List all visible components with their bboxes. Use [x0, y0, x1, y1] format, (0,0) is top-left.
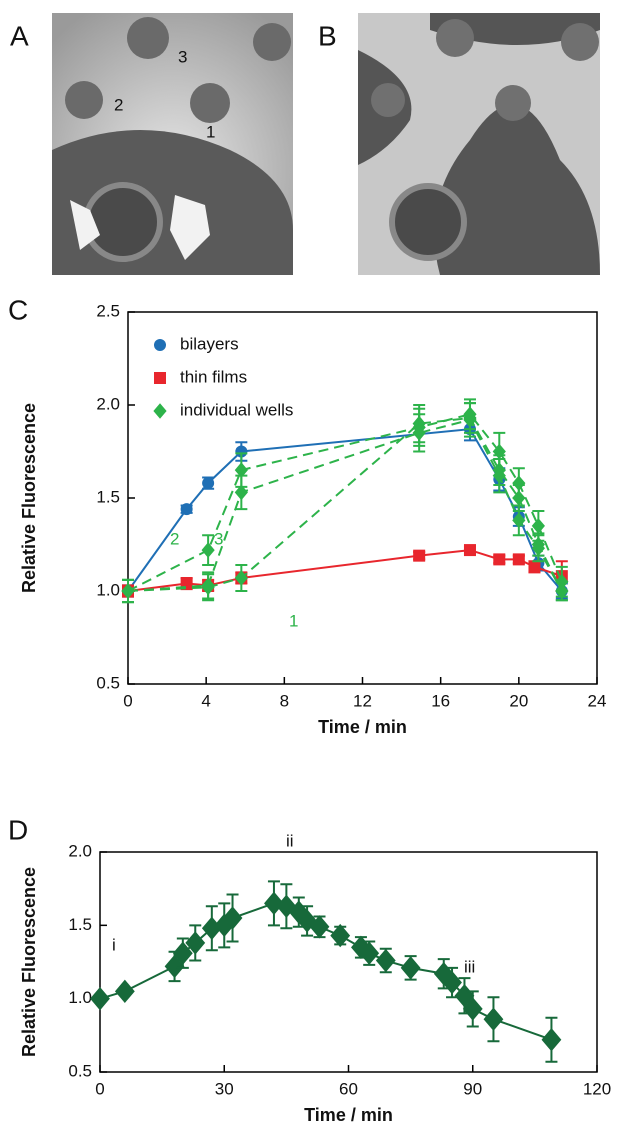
- marker: [413, 549, 426, 562]
- line-label: 1: [289, 611, 298, 630]
- y-tick-label: 1.5: [96, 487, 120, 506]
- marker: [202, 477, 215, 490]
- y-tick-label: 2.5: [96, 301, 120, 320]
- marker: [359, 941, 380, 965]
- y-tick-label: 2.0: [68, 841, 92, 860]
- marker: [531, 540, 545, 557]
- marker: [309, 915, 330, 939]
- x-tick-label: 60: [339, 1079, 358, 1098]
- marker: [154, 372, 166, 384]
- x-tick-label: 4: [201, 691, 210, 710]
- marker: [454, 984, 475, 1008]
- marker: [433, 962, 454, 986]
- x-tick-label: 90: [463, 1079, 482, 1098]
- marker: [528, 560, 541, 573]
- marker: [412, 425, 426, 441]
- marker: [222, 906, 243, 930]
- x-tick-label: 8: [280, 691, 289, 710]
- well-label: 3: [178, 47, 187, 66]
- marker: [555, 583, 569, 599]
- marker: [172, 941, 193, 965]
- marker: [330, 923, 351, 948]
- marker: [201, 542, 215, 558]
- marker: [531, 518, 545, 534]
- marker: [153, 403, 167, 419]
- marker: [264, 891, 284, 916]
- well-label: 2: [114, 95, 123, 114]
- x-tick-label: 30: [215, 1079, 234, 1098]
- x-tick-label: 0: [123, 691, 132, 710]
- annotation: ii: [286, 831, 294, 850]
- x-tick-label: 0: [95, 1079, 104, 1098]
- image-a: [52, 13, 293, 275]
- x-tick-label: 24: [588, 691, 607, 710]
- y-tick-label: 1.0: [96, 580, 120, 599]
- marker: [234, 484, 248, 501]
- y-axis-label: Relative Fluorescence: [19, 867, 39, 1057]
- marker: [512, 475, 526, 491]
- legend-label: individual wells: [180, 400, 293, 419]
- panel-label: A: [10, 20, 29, 51]
- marker: [235, 445, 248, 458]
- marker: [463, 544, 476, 557]
- panel-label: C: [8, 294, 28, 325]
- marker: [493, 553, 506, 566]
- series-line: [127, 549, 563, 592]
- x-tick-label: 20: [509, 691, 528, 710]
- marker: [512, 553, 525, 566]
- y-tick-label: 0.5: [96, 673, 120, 692]
- x-axis-label: Time / min: [318, 717, 407, 737]
- x-tick-label: 120: [583, 1079, 611, 1098]
- panel-label: D: [8, 814, 28, 845]
- marker: [463, 412, 477, 428]
- marker: [234, 462, 248, 478]
- marker: [483, 1007, 504, 1031]
- marker: [90, 986, 110, 1011]
- marker: [276, 894, 297, 918]
- line-label: 3: [214, 529, 223, 548]
- marker: [375, 948, 396, 973]
- marker: [442, 970, 462, 995]
- marker: [492, 443, 506, 460]
- marker: [462, 997, 483, 1021]
- marker: [164, 954, 185, 979]
- annotation: i: [112, 935, 116, 954]
- marker: [180, 503, 193, 516]
- series-line: [127, 413, 563, 592]
- y-axis-label: Relative Fluorescence: [19, 403, 39, 593]
- marker: [114, 979, 135, 1004]
- image-b: [358, 13, 600, 275]
- x-axis-label: Time / min: [304, 1105, 393, 1125]
- y-tick-label: 2.0: [96, 394, 120, 413]
- marker: [492, 467, 506, 484]
- marker: [201, 577, 215, 594]
- legend-label: thin films: [180, 367, 247, 386]
- marker: [512, 512, 526, 529]
- y-tick-label: 0.5: [68, 1061, 92, 1080]
- marker: [121, 583, 135, 599]
- marker: [400, 956, 421, 980]
- x-tick-label: 12: [353, 691, 372, 710]
- y-tick-label: 1.0: [68, 988, 92, 1007]
- marker: [201, 916, 222, 940]
- marker: [234, 570, 248, 586]
- legend-label: bilayers: [180, 334, 239, 353]
- annotation: iii: [464, 957, 475, 976]
- panel-label: B: [318, 20, 337, 51]
- x-tick-label: 16: [431, 691, 450, 710]
- y-tick-label: 1.5: [68, 915, 92, 934]
- marker: [541, 1028, 562, 1052]
- line-label: 2: [170, 529, 179, 548]
- marker: [154, 339, 166, 351]
- marker: [185, 931, 206, 955]
- well-label: 1: [206, 122, 215, 141]
